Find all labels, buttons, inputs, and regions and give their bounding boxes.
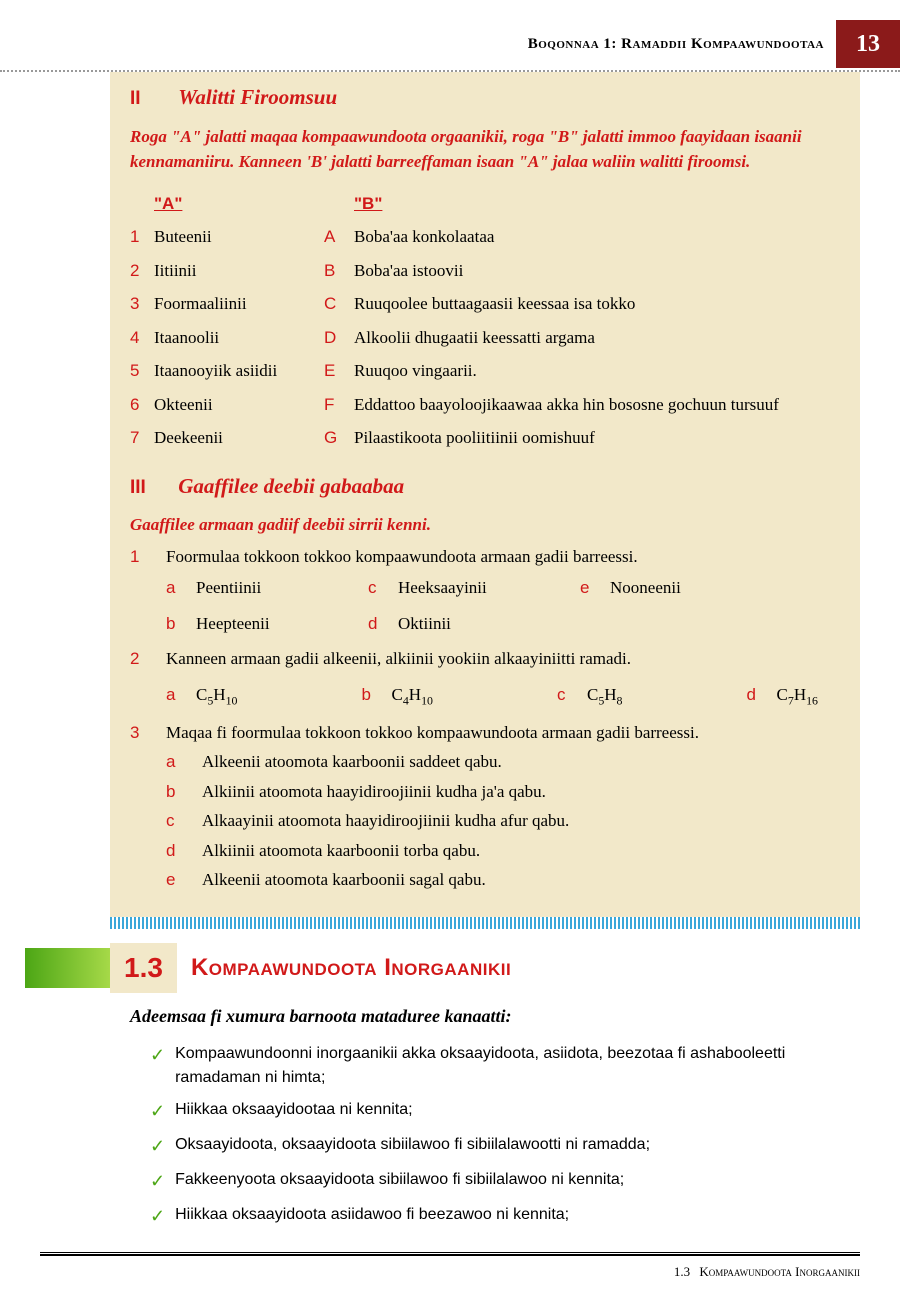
question-2-text: Kanneen armaan gadii alkeenii, alkiinii … [166, 646, 840, 672]
match-row: 2IitiiniiBBoba'aa istoovii [130, 254, 840, 288]
objective-item: ✓Kompaawundoonni inorgaanikii akka oksaa… [150, 1042, 860, 1090]
formula-d: C7H16 [777, 682, 818, 710]
match-row: 5Itaanooyiik asiidiiERuuqoo vingaarii. [130, 354, 840, 388]
matching-table: "A" "B" 1ButeeniiABoba'aa konkolaataa 2I… [130, 187, 840, 455]
question-1-text: Foormulaa tokkoon tokkoo kompaawundoota … [166, 544, 840, 570]
section-iii-instruction: Gaaffilee armaan gadiif deebii sirrii ke… [130, 512, 840, 538]
formula-a: C5H10 [196, 682, 237, 710]
objective-item: ✓Oksaayidoota, oksaayidoota sibiilawoo f… [150, 1133, 860, 1160]
footer-text: 1.3 Kompaawundoota Inorgaanikii [0, 1262, 860, 1282]
question-1: 1 Foormulaa tokkoon tokkoo kompaawundoot… [130, 544, 840, 641]
question-2: 2 Kanneen armaan gadii alkeenii, alkiini… [130, 646, 840, 714]
page-number-badge: 13 [836, 20, 900, 68]
section-1-3-number: 1.3 [110, 943, 177, 993]
section-ii-instruction: Roga "A" jalatti maqaa kompaawundoota or… [130, 124, 840, 175]
objective-item: ✓Hiikkaa oksaayidoota asiidawoo fi beeza… [150, 1203, 860, 1230]
section-iii-heading: III Gaaffilee deebii gabaabaa [130, 471, 840, 503]
chapter-label: Boqonnaa 1: Ramaddii Kompaawundootaa [528, 33, 824, 56]
section-ii-roman: II [130, 85, 174, 114]
check-icon: ✓ [150, 1133, 165, 1160]
col-a-header: "A" [154, 194, 182, 213]
objective-item: ✓Hiikkaa oksaayidootaa ni kennita; [150, 1098, 860, 1125]
formula-b: C4H10 [391, 682, 432, 710]
exercise-box: II Walitti Firoomsuu Roga "A" jalatti ma… [110, 72, 860, 917]
section-iii-title: Gaaffilee deebii gabaabaa [178, 474, 404, 498]
green-accent-bar [25, 948, 110, 988]
check-icon: ✓ [150, 1168, 165, 1195]
section-iii-roman: III [130, 474, 174, 503]
section-ii-title: Walitti Firoomsuu [178, 85, 337, 109]
check-icon: ✓ [150, 1098, 165, 1125]
question-3-text: Maqaa fi foormulaa tokkoon tokkoo kompaa… [166, 720, 840, 746]
page-header: Boqonnaa 1: Ramaddii Kompaawundootaa 13 [0, 0, 900, 68]
section-1-3-heading: 1.3 Kompaawundoota Inorgaanikii [25, 943, 860, 993]
match-row: 7DeekeeniiGPilaastikoota pooliitiinii oo… [130, 421, 840, 455]
objectives-list: ✓Kompaawundoonni inorgaanikii akka oksaa… [150, 1042, 860, 1230]
check-icon: ✓ [150, 1042, 165, 1090]
match-row: 4ItaanooliiDAlkoolii dhugaatii keessatti… [130, 321, 840, 355]
match-row: 6OkteeniiFEddattoo baayoloojikaawaa akka… [130, 388, 840, 422]
question-3: 3 Maqaa fi foormulaa tokkoon tokkoo komp… [130, 720, 840, 897]
footer-rule [40, 1252, 860, 1256]
formula-c: C5H8 [587, 682, 623, 710]
objectives-intro: Adeemsaa fi xumura barnoota mataduree ka… [130, 1003, 860, 1030]
section-ii-heading: II Walitti Firoomsuu [130, 82, 840, 114]
match-row: 3FoormaaliiniiCRuuqoolee buttaagaasii ke… [130, 287, 840, 321]
section-1-3-title: Kompaawundoota Inorgaanikii [191, 950, 511, 986]
col-b-header: "B" [354, 194, 382, 213]
check-icon: ✓ [150, 1203, 165, 1230]
blue-tick-border [110, 917, 860, 929]
objective-item: ✓Fakkeenyoota oksaayidoota sibiilawoo fi… [150, 1168, 860, 1195]
match-row: 1ButeeniiABoba'aa konkolaataa [130, 220, 840, 254]
